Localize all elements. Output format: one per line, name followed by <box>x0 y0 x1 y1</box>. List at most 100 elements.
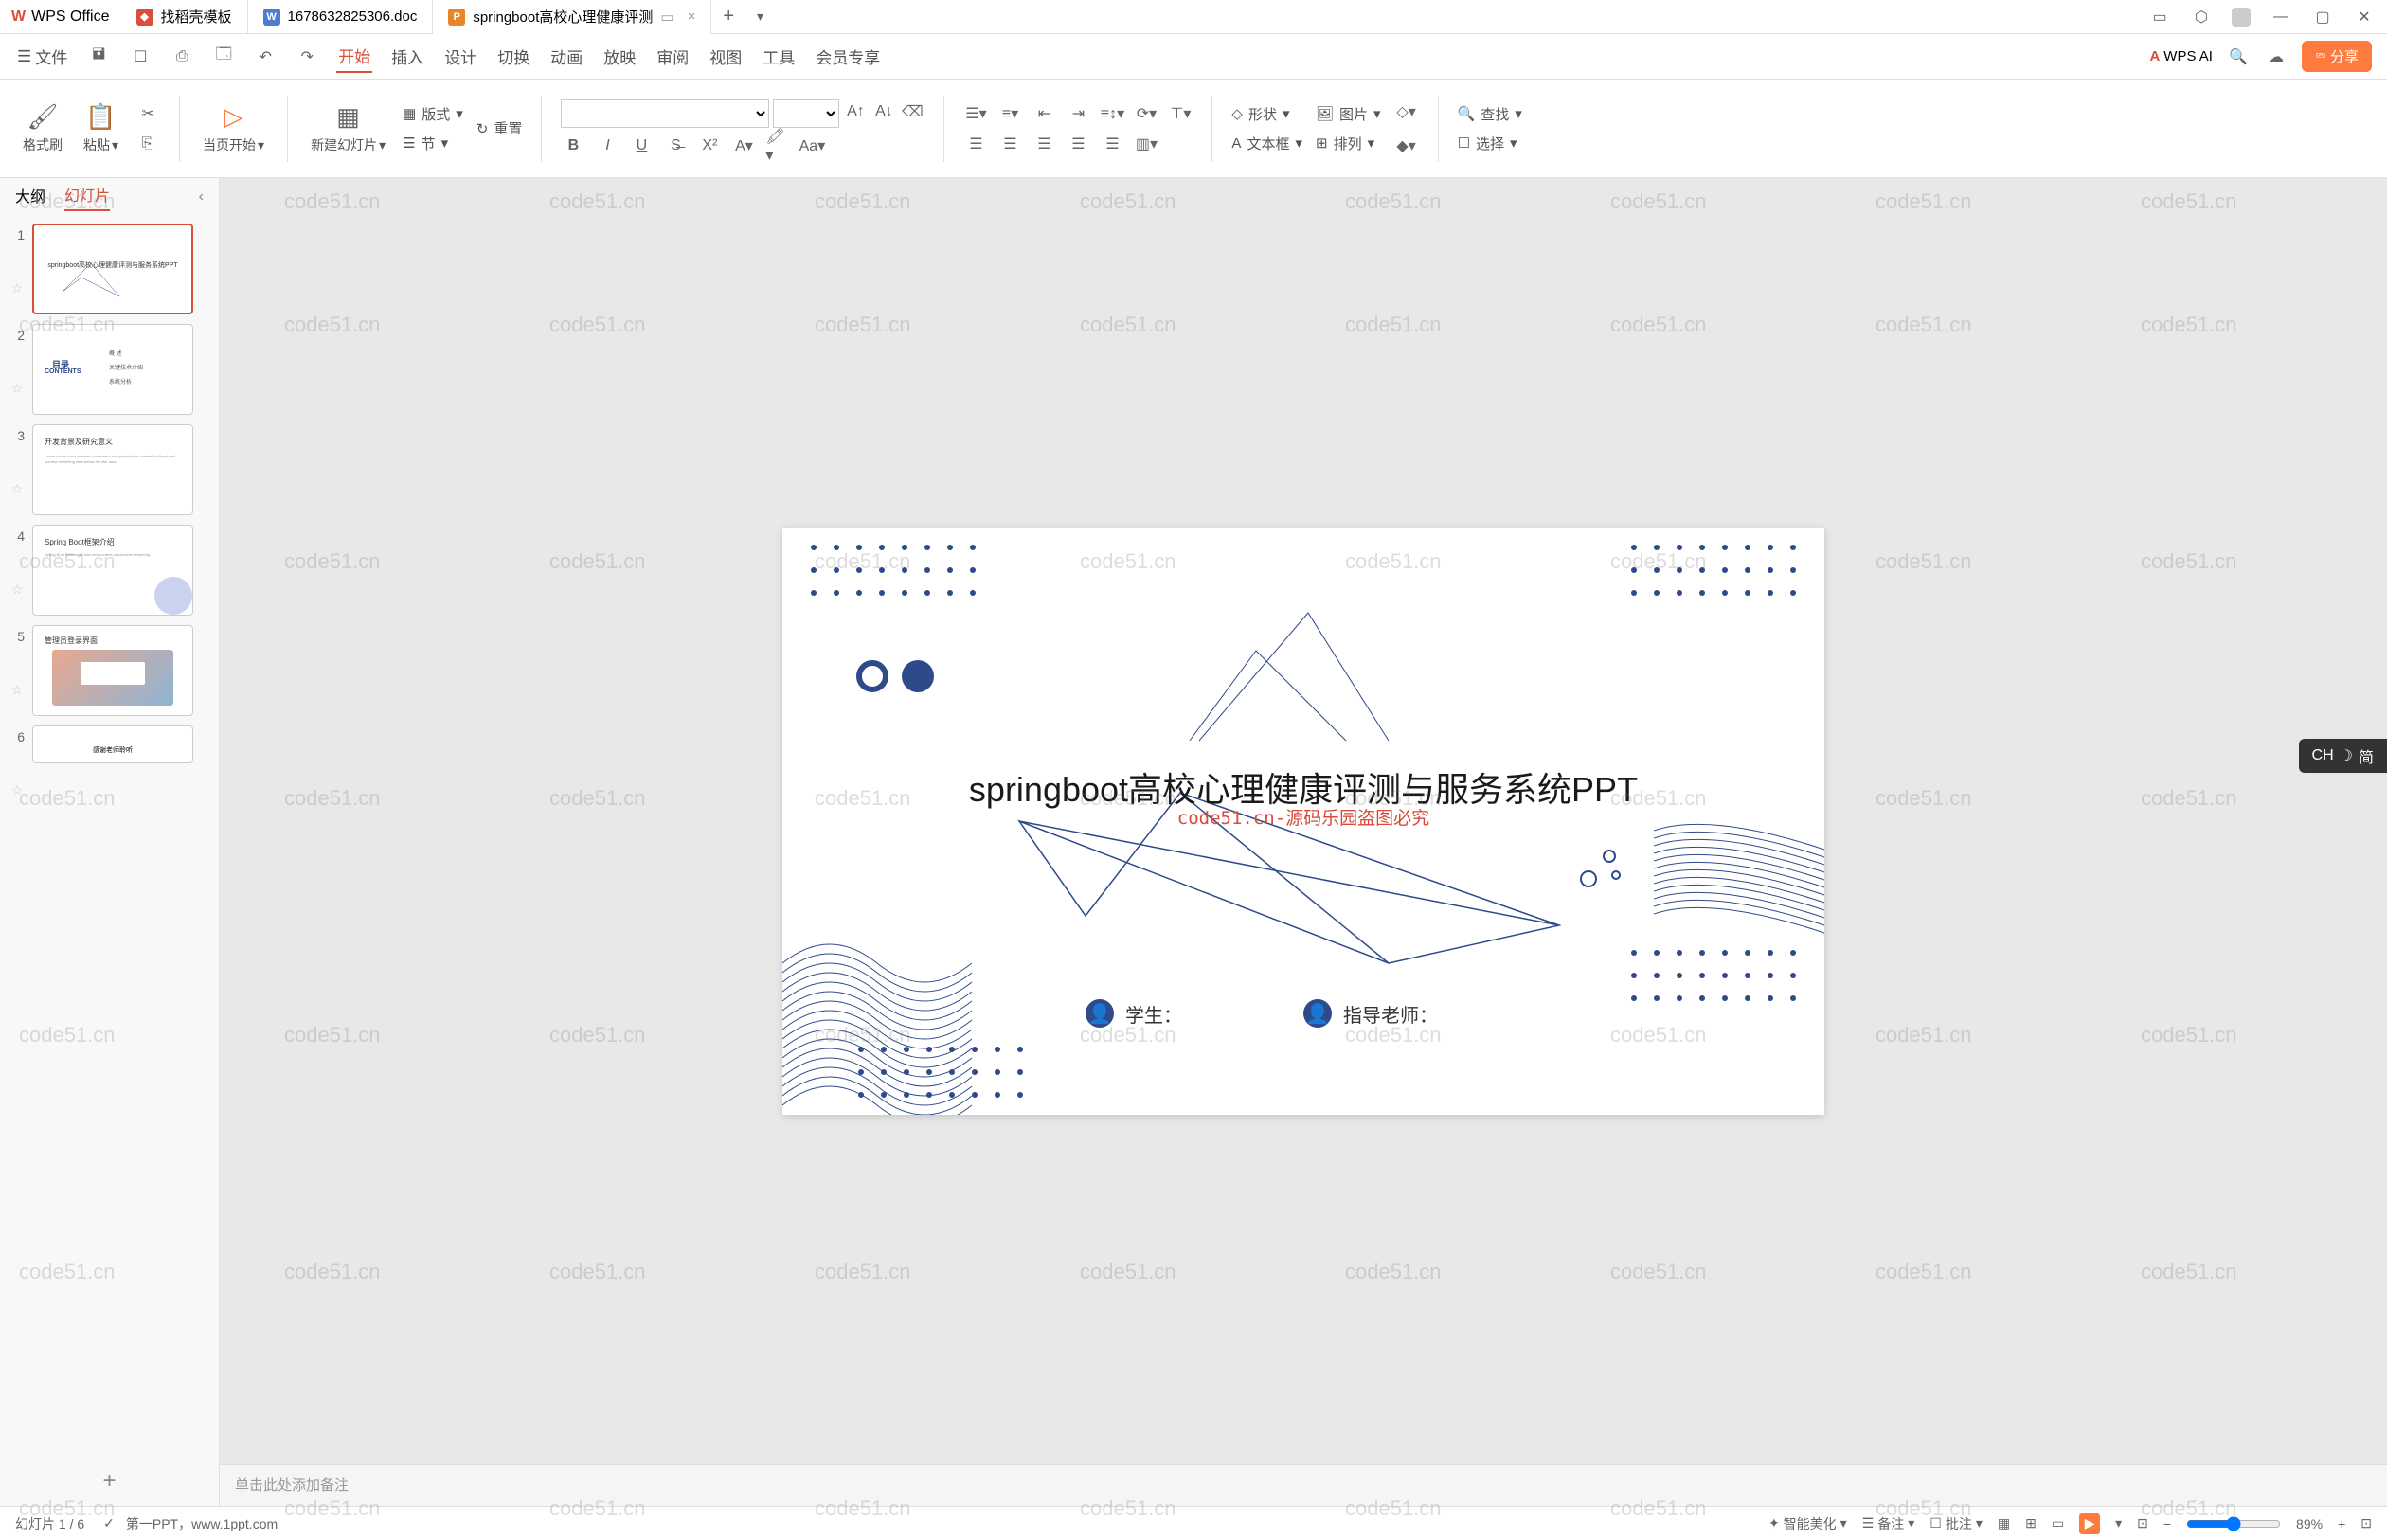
add-slide-button[interactable]: + <box>0 1457 219 1506</box>
zoom-slider[interactable] <box>2186 1516 2281 1531</box>
preview-icon[interactable]: 🗔 <box>211 45 236 69</box>
find-button[interactable]: 🔍 查找 ▾ <box>1458 104 1522 124</box>
collapse-icon[interactable]: ‹ <box>199 188 204 206</box>
vertical-align-icon[interactable]: ⊤▾ <box>1168 101 1193 126</box>
outline-icon[interactable]: ◆▾ <box>1394 134 1419 158</box>
bold-icon[interactable]: B <box>561 134 585 158</box>
tab-slides[interactable]: 幻灯片 <box>64 183 110 211</box>
star-icon[interactable]: ☆ <box>11 242 24 296</box>
shape-button[interactable]: ◇ 形状 ▾ <box>1231 104 1302 124</box>
thumbnail-3[interactable]: 开发背景及研究意义 Lorem ipsum dolor sit amet con… <box>32 424 193 515</box>
new-tab-button[interactable]: + <box>711 6 745 27</box>
text-direction-icon[interactable]: ⟳▾ <box>1134 101 1158 126</box>
reading-view-icon[interactable]: ▭ <box>2052 1515 2064 1531</box>
from-current-button[interactable]: ▷当页开始 ▾ <box>199 98 268 158</box>
columns-icon[interactable]: ▥▾ <box>1134 132 1158 156</box>
new-slide-button[interactable]: ▦新建幻灯片 ▾ <box>307 98 389 158</box>
font-size-select[interactable] <box>773 99 839 128</box>
maximize-button[interactable]: ▢ <box>2311 6 2334 28</box>
comments-toggle[interactable]: ☐ 批注 ▾ <box>1929 1514 1983 1533</box>
align-left-icon[interactable]: ☰ <box>963 132 988 156</box>
highlight-icon[interactable]: 🖍▾ <box>765 134 790 158</box>
wps-ai-button[interactable]: AWPS AI <box>2149 48 2213 64</box>
tab-menu-button[interactable]: ▾ <box>745 9 775 25</box>
paste-button[interactable]: 📋粘贴 ▾ <box>80 98 122 158</box>
font-family-select[interactable] <box>561 99 769 128</box>
increase-font-icon[interactable]: A↑ <box>843 99 868 124</box>
print-icon[interactable]: ⎙ <box>170 45 194 69</box>
menu-start[interactable]: 开始 <box>336 40 372 73</box>
copy-icon[interactable]: ⎘ <box>135 132 160 156</box>
notes-input[interactable]: 单击此处添加备注 <box>220 1464 2387 1506</box>
slide-canvas[interactable]: springboot高校心理健康评测与服务系统PPT code51.cn-源码乐… <box>782 528 1824 1115</box>
bullets-icon[interactable]: ☰▾ <box>963 101 988 126</box>
avatar[interactable] <box>2232 8 2251 27</box>
textbox-button[interactable]: A 文本框 ▾ <box>1231 134 1302 153</box>
spell-check-icon[interactable]: ✓ <box>103 1515 115 1531</box>
change-case-icon[interactable]: Aa▾ <box>799 134 824 158</box>
file-menu[interactable]: ☰ 文件 <box>15 41 69 72</box>
italic-icon[interactable]: I <box>595 134 619 158</box>
slideshow-dropdown[interactable]: ▾ <box>2115 1515 2122 1531</box>
thumbnail-4[interactable]: Spring Boot框架介绍 Spring Boot framework in… <box>32 525 193 616</box>
search-icon[interactable]: 🔍 <box>2226 45 2251 69</box>
fit-icon[interactable]: ⊡ <box>2137 1515 2148 1531</box>
tab-ppt[interactable]: P springboot高校心理健康评测 ▭ × <box>433 0 711 34</box>
menu-animation[interactable]: 动画 <box>548 41 584 72</box>
fit-window-icon[interactable]: ⊡ <box>2360 1515 2372 1531</box>
ime-indicator[interactable]: CH ☽ 简 <box>2299 739 2387 773</box>
menu-tools[interactable]: 工具 <box>761 41 797 72</box>
section-button[interactable]: ☰ 节 ▾ <box>403 134 463 153</box>
sorter-view-icon[interactable]: ⊞ <box>2025 1515 2037 1531</box>
zoom-out-button[interactable]: − <box>2163 1516 2171 1531</box>
menu-transition[interactable]: 切换 <box>495 41 531 72</box>
beautify-button[interactable]: ✦ 智能美化 ▾ <box>1768 1514 1847 1533</box>
minimize-button[interactable]: — <box>2270 6 2292 28</box>
fill-icon[interactable]: ◇▾ <box>1394 99 1419 124</box>
distribute-icon[interactable]: ☰ <box>1100 132 1124 156</box>
thumbnail-1[interactable]: springboot高校心理健康评测与服务系统PPT <box>32 224 193 314</box>
align-center-icon[interactable]: ☰ <box>997 132 1022 156</box>
star-icon[interactable]: ☆ <box>11 443 24 497</box>
arrange-button[interactable]: ⊞ 排列 ▾ <box>1316 134 1381 153</box>
menu-insert[interactable]: 插入 <box>389 41 425 72</box>
close-icon[interactable]: × <box>688 9 696 25</box>
notes-toggle[interactable]: ☰ 备注 ▾ <box>1862 1514 1915 1533</box>
indent-left-icon[interactable]: ⇤ <box>1032 101 1056 126</box>
slideshow-button[interactable]: ▶ <box>2079 1513 2100 1534</box>
underline-icon[interactable]: U <box>629 134 654 158</box>
clear-format-icon[interactable]: ⌫ <box>900 99 924 124</box>
align-right-icon[interactable]: ☰ <box>1032 132 1056 156</box>
strike-icon[interactable]: S̶ <box>663 134 688 158</box>
star-icon[interactable]: ☆ <box>11 544 24 598</box>
numbering-icon[interactable]: ≡▾ <box>997 101 1022 126</box>
undo-icon[interactable]: ↶ <box>253 45 278 69</box>
save-icon[interactable]: 🖬 <box>86 45 111 69</box>
package-icon[interactable]: ⬡ <box>2190 6 2213 28</box>
line-spacing-icon[interactable]: ≡↕▾ <box>1100 101 1124 126</box>
tab-doc[interactable]: W 1678632825306.doc <box>248 0 434 34</box>
indent-right-icon[interactable]: ⇥ <box>1066 101 1090 126</box>
reset-button[interactable]: ↻ 重置 <box>476 118 523 138</box>
thumbnail-6[interactable]: 感谢老师聆听 <box>32 725 193 763</box>
cut-icon[interactable]: ✂ <box>135 101 160 126</box>
star-icon[interactable]: ☆ <box>11 343 24 397</box>
thumbnail-5[interactable]: 管理员登录界面 <box>32 625 193 716</box>
decrease-font-icon[interactable]: A↓ <box>871 99 896 124</box>
close-button[interactable]: ✕ <box>2353 6 2376 28</box>
tab-templates[interactable]: ◆ 找稻壳模板 <box>121 0 248 34</box>
menu-design[interactable]: 设计 <box>442 41 478 72</box>
menu-slideshow[interactable]: 放映 <box>601 41 637 72</box>
share-button[interactable]: ⮹ 分享 <box>2302 41 2372 72</box>
zoom-in-button[interactable]: + <box>2338 1516 2345 1531</box>
picture-button[interactable]: 🖼 图片 ▾ <box>1316 104 1381 124</box>
cloud-icon[interactable]: ☁ <box>2264 45 2288 69</box>
tab-outline[interactable]: 大纲 <box>15 184 45 210</box>
format-painter-button[interactable]: 🖌格式刷 <box>19 98 66 158</box>
menu-vip[interactable]: 会员专享 <box>814 41 882 72</box>
menu-view[interactable]: 视图 <box>708 41 744 72</box>
new-icon[interactable]: ☐ <box>128 45 153 69</box>
select-button[interactable]: ☐ 选择 ▾ <box>1458 134 1522 153</box>
redo-icon[interactable]: ↷ <box>295 45 319 69</box>
thumbnail-2[interactable]: 目录 CONTENTS 概 述 关键技术介绍 系统分析 <box>32 324 193 415</box>
